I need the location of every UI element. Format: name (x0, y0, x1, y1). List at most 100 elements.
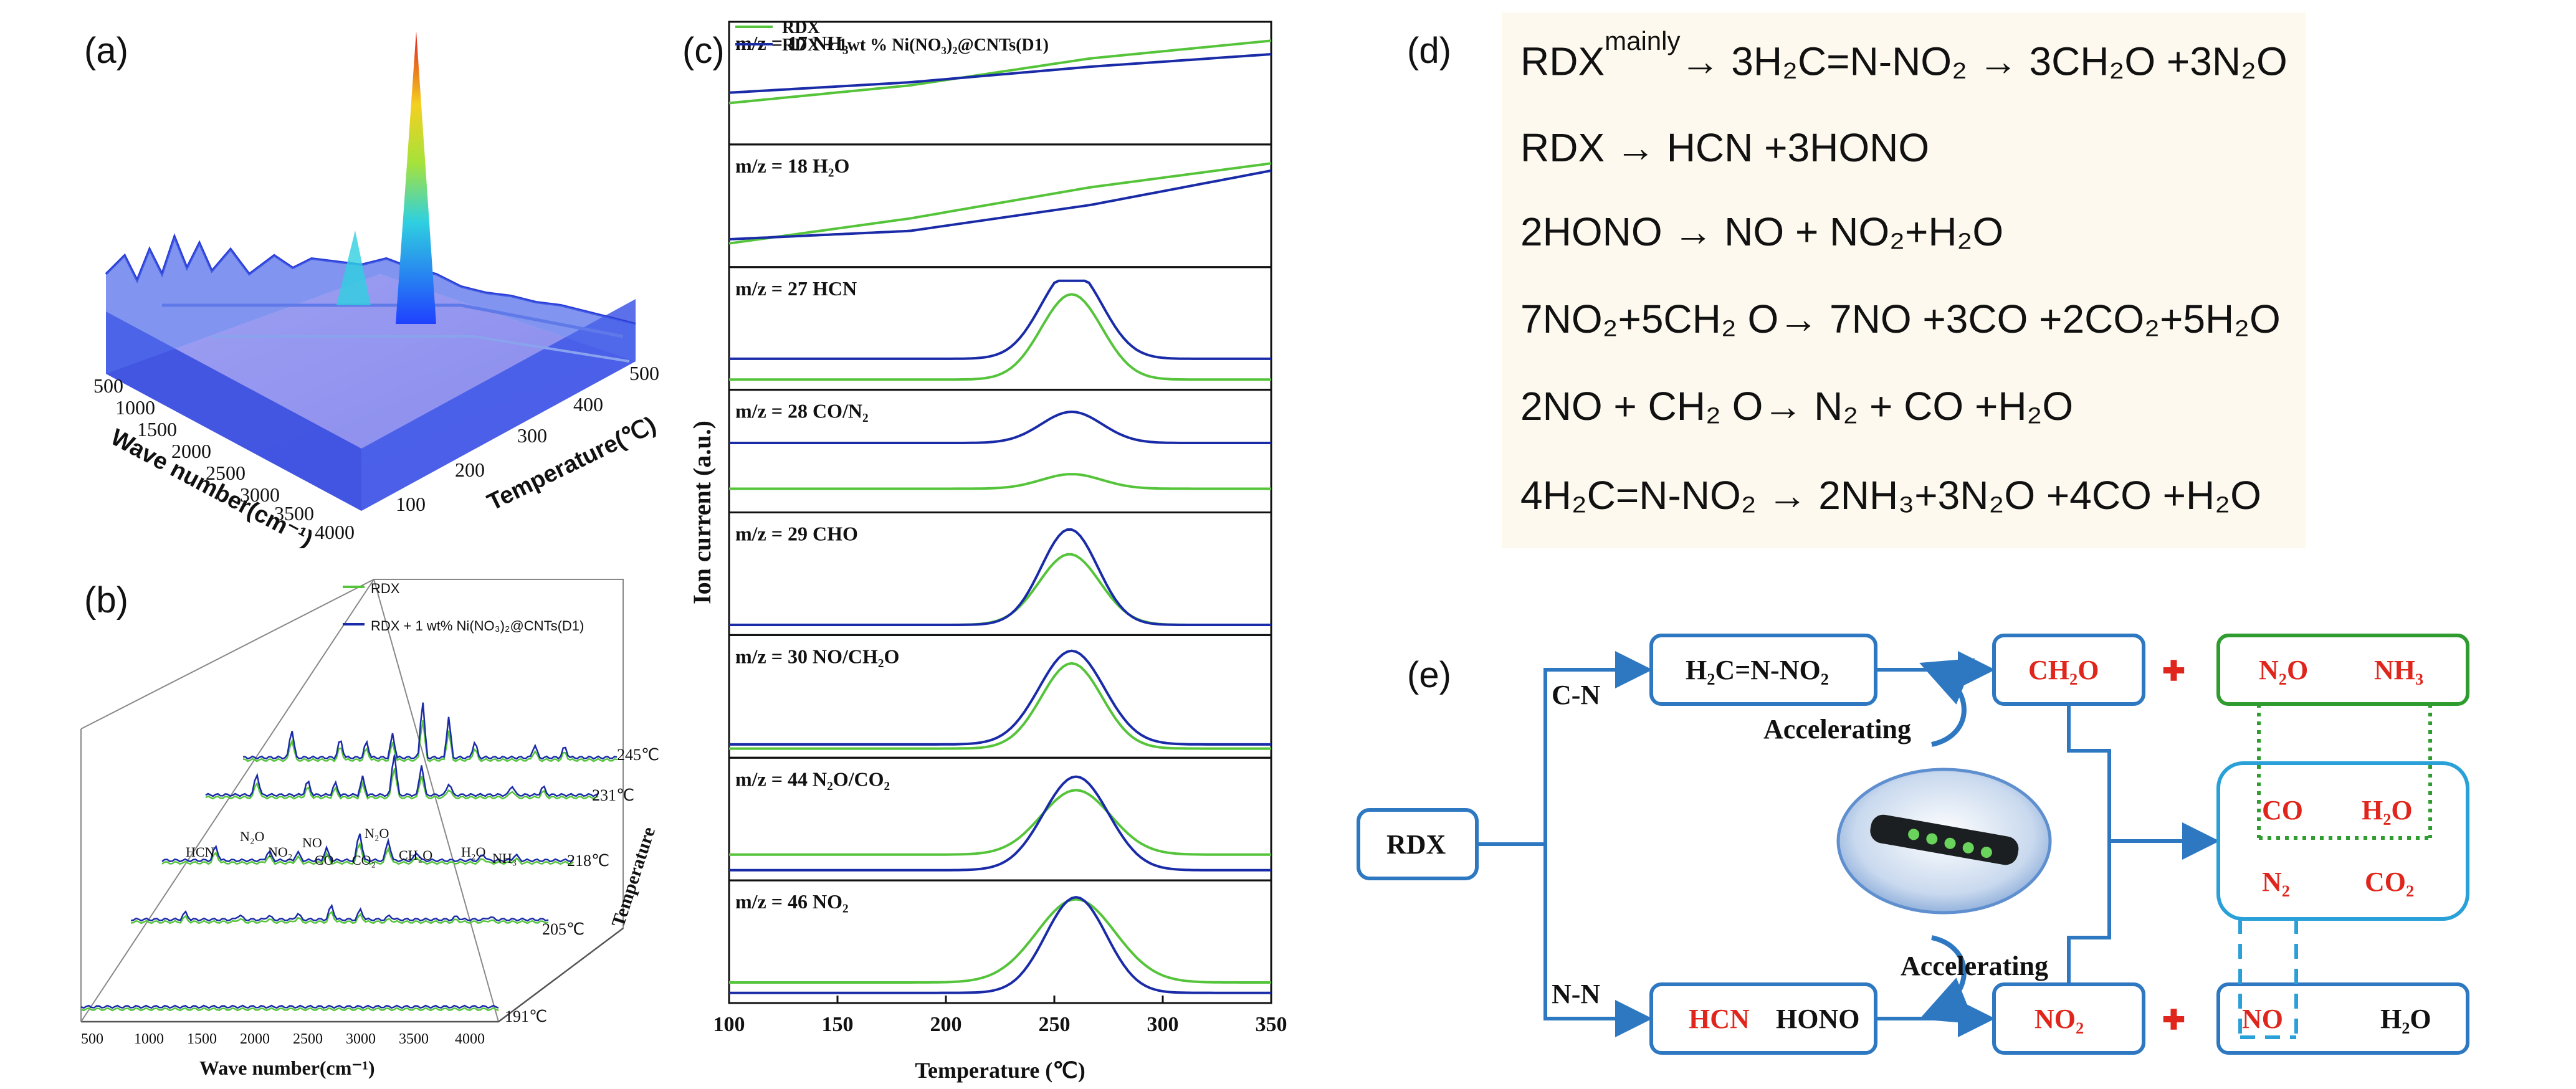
e-h2cnno2-label: H₂C=N-NO₂ (1686, 655, 1829, 685)
c-series-doped-7 (729, 896, 1271, 994)
c-ylabel: Ion current (a.u.) (688, 421, 716, 604)
e-h2o-bottom-label: H₂O (2380, 1004, 2431, 1034)
c-series-rdx-3 (729, 473, 1271, 490)
e-plus-bottom: ✚ (2162, 1005, 2185, 1035)
b-xtick-2: 1500 (187, 1031, 217, 1047)
e-n2o-nh3-box (2216, 634, 2469, 706)
b-temp-205: 205℃ (542, 920, 584, 938)
b-trace-2-rdx (161, 841, 574, 865)
b-xtick-5: 3000 (346, 1031, 376, 1047)
equation-1-sup: mainly (1605, 26, 1681, 55)
b-temp-231: 231℃ (592, 786, 634, 804)
c-xtick-3: 250 (1039, 1013, 1071, 1036)
surface-ridge-2 (212, 335, 630, 363)
c-subplot-label-7: m/z = 46 NO₂ (735, 890, 849, 913)
e-h2o-label: H₂O (2362, 795, 2413, 825)
b-legend-doped: RDX + 1 wt% Ni(NO₃)₂@CNTs(D1) (371, 618, 584, 634)
b-peak-ch2o: CH₂O (399, 847, 432, 863)
c-series-doped-2 (729, 279, 1271, 360)
surface-ridge-1 (162, 303, 624, 338)
e-nh3-label: NH₃ (2374, 655, 2423, 685)
panel-e-pathway-diagram: RDX C-N N-N H₂C=N-NO₂ CH₂O ✚ N₂O NH₃ HCN… (1357, 634, 2469, 1055)
b-xtick-3: 2000 (240, 1031, 270, 1047)
c-series-rdx-7 (729, 898, 1271, 984)
panel-b-stacked-spectra: RDX RDX + 1 wt% Ni(NO₃)₂@CNTs(D1) 245℃ 2… (80, 579, 659, 1079)
e-hcn-label: HCN (1689, 1004, 1750, 1034)
e-cn-label: C-N (1552, 680, 1600, 710)
c-series-rdx-0 (728, 39, 1272, 105)
c-series-rdx-1 (728, 162, 1272, 245)
c-xlabel: Temperature (℃) (915, 1058, 1085, 1083)
c-series-doped-3 (729, 410, 1271, 444)
a-temp-tick-1: 200 (455, 459, 485, 481)
e-accel-arrow-bottom (1919, 935, 1975, 1024)
e-plus-top: ✚ (2162, 656, 2185, 687)
panel-d-equation-box (1502, 12, 2306, 548)
c-xtick-5: 350 (1256, 1013, 1287, 1036)
b-spectra-group (80, 702, 618, 1012)
panel-label-c: (c) (682, 31, 725, 71)
b-peak-nh3: NH₃ (492, 850, 517, 866)
b-xlabel: Wave number(cm⁻¹) (199, 1057, 375, 1079)
b-xtick-6: 3500 (399, 1031, 429, 1047)
e-n2o-label: N₂O (2259, 655, 2308, 685)
e-accel-arrow-top (1919, 658, 1975, 747)
e-co2-label: CO₂ (2365, 867, 2414, 897)
b-trace-0-rdx (80, 1007, 499, 1012)
b-zlabel: Temperature (608, 824, 659, 930)
b-xtick-7: 4000 (455, 1031, 485, 1047)
c-subplot-label-3: m/z = 28 CO/N₂ (735, 400, 869, 422)
b-peak-no: NO (302, 835, 322, 850)
a-wave-tick-7: 4000 (315, 521, 355, 543)
panel-label-b: (b) (84, 580, 128, 621)
equation-1: RDXmainly→ 3H₂C=N-NO₂ → 3CH₂O +3N₂O (1520, 26, 2287, 84)
surface-main-spike (396, 31, 436, 324)
c-subplot-label-2: m/z = 27 HCN (735, 277, 857, 300)
a-wave-tick-6: 3500 (274, 502, 314, 525)
c-legend-doped: RDX + 1wt % Ni(NO₃)₂@CNTs(D1) (782, 36, 1049, 55)
c-series-doped-0 (728, 53, 1272, 94)
b-temp-191: 191℃ (505, 1007, 547, 1025)
e-catalyst-tube-icon (1870, 814, 2019, 865)
c-xtick-0: 100 (713, 1013, 745, 1036)
equation-1-pre: RDX (1520, 39, 1605, 84)
b-peak-h2o: H₂O (461, 844, 485, 860)
e-products-box (2216, 761, 2469, 921)
a-wave-tick-1: 1000 (115, 396, 155, 419)
a-temp-tick-2: 300 (517, 424, 547, 447)
c-subplot-frame-7 (728, 879, 1272, 1004)
panel-label-d: (d) (1407, 31, 1451, 71)
b-peak-hcn: HCN (186, 844, 215, 860)
c-subplot-label-6: m/z = 44 N₂O/CO₂ (735, 768, 890, 790)
b-peak-co2: CO₂ (352, 852, 376, 868)
c-series-rdx-5 (729, 662, 1271, 750)
c-series-doped-4 (729, 528, 1271, 626)
panel-a-3d-surface: 500 1000 1500 2000 2500 3000 3500 4000 1… (93, 31, 660, 548)
b-peak-co: CO (315, 852, 334, 868)
a-wave-tick-4: 2500 (206, 462, 246, 484)
c-series-doped-6 (729, 775, 1271, 872)
b-peak-n2o-a: N₂O (240, 829, 264, 844)
c-series-rdx-2 (729, 293, 1271, 381)
surface-secondary-spike (336, 231, 371, 305)
c-series-doped-1 (728, 169, 1272, 240)
b-temp-218: 218℃ (567, 852, 609, 870)
b-trace-1-rdx (130, 910, 549, 925)
c-subplot-label-4: m/z = 29 CHO (735, 523, 858, 545)
equation-1-rest: → 3H₂C=N-NO₂ → 3CH₂O +3N₂O (1680, 39, 2287, 84)
e-accel-top-label: Accelerating (1763, 714, 1911, 744)
equation-4: 7NO₂+5CH₂ O→ 7NO +3CO +2CO₂+5H₂O (1520, 297, 2281, 341)
c-xtick-1: 150 (822, 1013, 854, 1036)
a-temp-tick-4: 500 (629, 362, 659, 384)
b-trace-0-doped (80, 1004, 499, 1009)
e-no2-label: NO₂ (2035, 1004, 2084, 1034)
b-xtick-1: 1000 (134, 1031, 164, 1047)
e-no-label: NO (2242, 1004, 2283, 1034)
e-nn-label: N-N (1552, 979, 1600, 1009)
e-ch2o-label: CH₂O (2028, 655, 2099, 685)
c-series-rdx-6 (729, 789, 1271, 856)
c-series-rdx-4 (729, 553, 1271, 626)
e-hono-label: HONO (1776, 1004, 1859, 1034)
b-trace-4-rdx (242, 720, 618, 763)
